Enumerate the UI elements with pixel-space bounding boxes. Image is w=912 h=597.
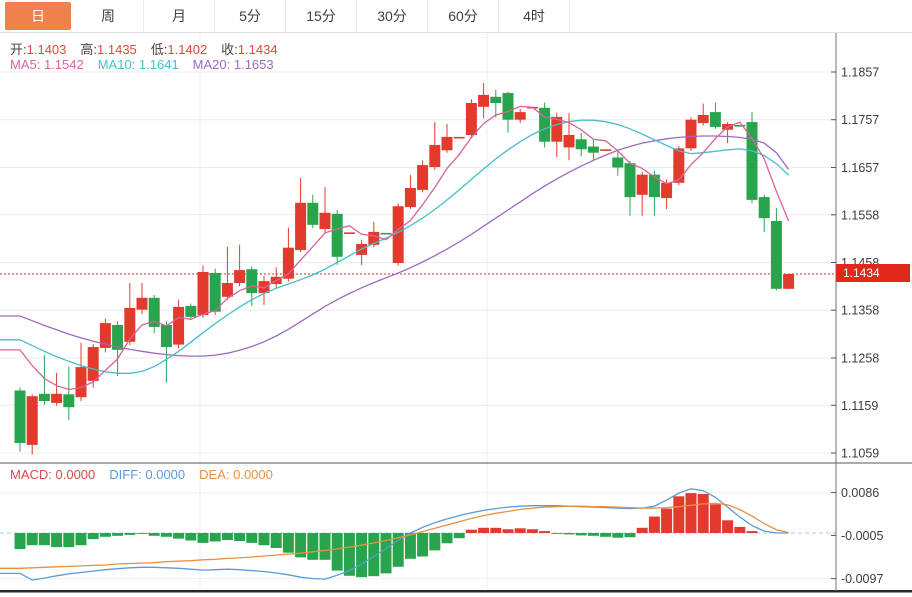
ma-value: 1.1653	[230, 57, 274, 72]
ma-value: 1.1641	[135, 57, 179, 72]
timeframe-tabbar: 日周月 5分 15分 30分 60分 4时	[0, 0, 912, 33]
macd-label: MACD:	[10, 467, 52, 482]
macd-histogram	[14, 493, 758, 578]
tab-day[interactable]: 日	[5, 2, 71, 30]
ma10-line	[0, 119, 790, 374]
ohlc-label: 低:	[150, 42, 168, 57]
ohlc-value: 1.1402	[167, 42, 208, 57]
ohlc-label: 高:	[80, 42, 98, 57]
tab-15min[interactable]: 15分	[286, 0, 357, 32]
price-tick-label: 1.1657	[841, 161, 879, 175]
macd-item: DIFF: 0.0000	[109, 467, 185, 482]
tab-30min[interactable]: 30分	[357, 0, 428, 32]
macd-item: DEA: 0.0000	[199, 467, 273, 482]
candles-layer	[14, 83, 795, 455]
ma-item: MA20: 1.1653	[193, 57, 274, 72]
ma-item: MA5: 1.1542	[10, 57, 84, 72]
tab-4hour[interactable]: 4时	[499, 0, 570, 32]
ohlc-value: 1.1435	[97, 42, 137, 57]
ohlc-label: 收:	[221, 42, 238, 57]
macd-value: 0.0000	[51, 467, 96, 482]
ma-label: MA20:	[192, 57, 231, 72]
ohlc-item: 高:1.1435	[80, 39, 136, 58]
price-tick-label: 1.1358	[841, 304, 879, 318]
ohlc-item: 收:1.1434	[221, 39, 277, 58]
ma-label: MA10:	[97, 57, 136, 72]
macd-dea-line	[0, 502, 789, 569]
macd-value: 0.0000	[229, 467, 273, 482]
macd-tick-label: -0.0005	[841, 529, 883, 543]
ma-legend: MA5: 1.1542 MA10: 1.1641 MA20: 1.1653	[10, 57, 274, 72]
price-tick-label: 1.1059	[841, 447, 879, 461]
ohlc-value: 1.1403	[26, 42, 67, 57]
ma5-line	[0, 105, 790, 391]
macd-tick-label: -0.0097	[841, 572, 883, 586]
macd-legend: MACD: 0.0000 DIFF: 0.0000 DEA: 0.0000	[10, 467, 273, 482]
ma-value: 1.1542	[40, 57, 84, 72]
ma-label: MA5:	[10, 57, 41, 72]
ohlc-label: 开:	[10, 42, 27, 57]
ohlc-legend: 开:1.1403 高:1.1435 低:1.1402 收:1.1434	[10, 39, 278, 58]
price-tick-label: 1.1258	[841, 352, 879, 366]
tab-5min[interactable]: 5分	[215, 0, 286, 32]
ohlc-value: 1.1434	[237, 42, 278, 57]
ma-item: MA10: 1.1641	[98, 57, 179, 72]
macd-value: 0.0000	[141, 467, 186, 482]
macd-item: MACD: 0.0000	[10, 467, 95, 482]
tab-60min[interactable]: 60分	[428, 0, 499, 32]
price-tick-label: 1.1558	[841, 208, 879, 222]
gridlines	[0, 33, 836, 590]
axis-labels: 1.18571.17571.16571.15581.14581.13581.12…	[831, 66, 883, 586]
tab-month[interactable]: 月	[144, 0, 215, 32]
last-price-tag: 1.1434	[836, 264, 910, 282]
macd-label: DIFF:	[109, 467, 142, 482]
macd-diff-line	[0, 488, 789, 581]
price-tick-label: 1.1159	[841, 399, 878, 413]
ma20-line	[0, 135, 790, 357]
price-tick-label: 1.1757	[841, 113, 879, 127]
macd-label: DEA:	[199, 467, 230, 482]
tab-week[interactable]: 周	[73, 0, 144, 32]
ohlc-item: 开:1.1403	[10, 39, 66, 58]
price-tick-label: 1.1857	[841, 66, 879, 80]
macd-tick-label: 0.0086	[841, 486, 879, 500]
ohlc-item: 低:1.1402	[151, 39, 207, 58]
